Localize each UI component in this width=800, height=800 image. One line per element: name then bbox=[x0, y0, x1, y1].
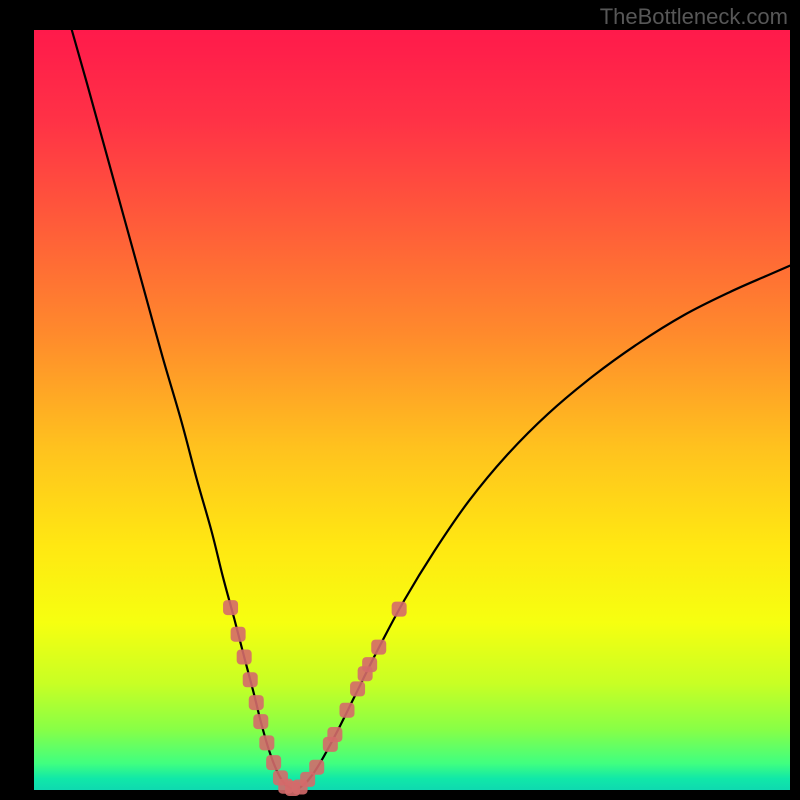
data-marker bbox=[362, 657, 377, 672]
chart-container: TheBottleneck.com bbox=[0, 0, 800, 800]
data-marker bbox=[249, 695, 264, 710]
data-marker bbox=[309, 760, 324, 775]
plot-area bbox=[34, 30, 790, 790]
data-marker bbox=[253, 714, 268, 729]
data-marker bbox=[231, 627, 246, 642]
curve-layer bbox=[34, 30, 790, 790]
data-marker bbox=[339, 703, 354, 718]
data-marker bbox=[392, 602, 407, 617]
data-marker bbox=[237, 650, 252, 665]
curve-left-branch bbox=[72, 30, 291, 788]
data-marker bbox=[350, 681, 365, 696]
data-marker bbox=[371, 640, 386, 655]
data-marker bbox=[327, 727, 342, 742]
data-marker bbox=[223, 600, 238, 615]
data-marker bbox=[243, 672, 258, 687]
curve-right-branch bbox=[299, 266, 790, 789]
marker-group bbox=[223, 600, 407, 796]
watermark-text: TheBottleneck.com bbox=[600, 4, 788, 30]
data-marker bbox=[259, 735, 274, 750]
data-marker bbox=[266, 755, 281, 770]
